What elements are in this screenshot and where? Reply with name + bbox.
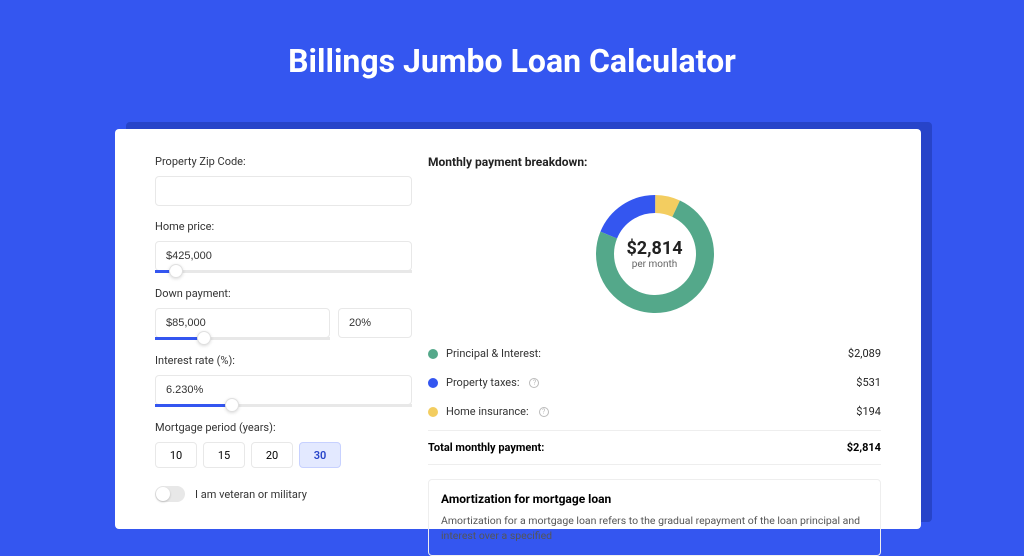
legend-dot: [428, 349, 438, 359]
period-btn-15[interactable]: 15: [203, 442, 245, 468]
field-home-price: Home price:: [155, 220, 412, 273]
field-veteran: I am veteran or military: [155, 486, 412, 502]
legend-row-insurance: Home insurance: ? $194: [428, 397, 881, 426]
breakdown-column: Monthly payment breakdown: $2,814 per mo…: [420, 129, 921, 529]
total-label: Total monthly payment:: [428, 441, 544, 454]
legend-value: $194: [856, 405, 881, 418]
field-down-payment: Down payment:: [155, 287, 412, 340]
label-down-payment: Down payment:: [155, 287, 412, 300]
legend-label: Property taxes:: [446, 376, 519, 389]
donut-slice: [655, 204, 676, 209]
input-zip[interactable]: [155, 176, 412, 206]
period-btn-30[interactable]: 30: [299, 442, 341, 468]
label-interest-rate: Interest rate (%):: [155, 354, 412, 367]
legend-label: Home insurance:: [446, 405, 529, 418]
legend-dot: [428, 378, 438, 388]
period-btn-10[interactable]: 10: [155, 442, 197, 468]
legend-value: $531: [856, 376, 881, 389]
amortization-text: Amortization for a mortgage loan refers …: [441, 514, 868, 543]
donut-slice: [608, 204, 654, 235]
legend-row-principal: Principal & Interest: $2,089: [428, 339, 881, 368]
input-down-payment-pct[interactable]: [338, 308, 412, 338]
legend-value: $2,089: [848, 347, 881, 360]
slider-interest-rate[interactable]: [155, 404, 412, 407]
toggle-veteran[interactable]: [155, 486, 185, 502]
toggle-knob: [156, 487, 170, 501]
label-veteran: I am veteran or military: [195, 488, 307, 501]
amortization-card: Amortization for mortgage loan Amortizat…: [428, 479, 881, 556]
total-row: Total monthly payment: $2,814: [428, 430, 881, 465]
label-home-price: Home price:: [155, 220, 412, 233]
info-icon[interactable]: ?: [529, 378, 539, 388]
info-icon[interactable]: ?: [539, 407, 549, 417]
breakdown-title: Monthly payment breakdown:: [428, 155, 881, 169]
field-interest-rate: Interest rate (%):: [155, 354, 412, 407]
slider-thumb[interactable]: [169, 264, 183, 278]
slider-home-price[interactable]: [155, 270, 412, 273]
period-buttons: 10 15 20 30: [155, 442, 412, 468]
donut-chart: $2,814 per month: [428, 179, 881, 329]
input-down-payment[interactable]: [155, 308, 330, 338]
legend-label: Principal & Interest:: [446, 347, 541, 360]
label-mortgage-period: Mortgage period (years):: [155, 421, 412, 434]
donut-center: $2,814 per month: [626, 238, 682, 270]
page-title: Billings Jumbo Loan Calculator: [0, 0, 1024, 106]
calculator-card: Property Zip Code: Home price: Down paym…: [115, 129, 921, 529]
slider-thumb[interactable]: [225, 398, 239, 412]
legend-row-taxes: Property taxes: ? $531: [428, 368, 881, 397]
input-interest-rate[interactable]: [155, 375, 412, 405]
slider-down-payment[interactable]: [155, 337, 330, 340]
slider-thumb[interactable]: [197, 331, 211, 345]
legend-dot: [428, 407, 438, 417]
period-btn-20[interactable]: 20: [251, 442, 293, 468]
label-zip: Property Zip Code:: [155, 155, 412, 168]
amortization-title: Amortization for mortgage loan: [441, 492, 868, 506]
donut-sub: per month: [626, 259, 682, 270]
slider-fill: [155, 404, 232, 407]
input-home-price[interactable]: [155, 241, 412, 271]
total-value: $2,814: [847, 441, 881, 454]
field-mortgage-period: Mortgage period (years): 10 15 20 30: [155, 421, 412, 468]
donut-amount: $2,814: [626, 238, 682, 259]
form-column: Property Zip Code: Home price: Down paym…: [115, 129, 420, 529]
field-zip: Property Zip Code:: [155, 155, 412, 206]
